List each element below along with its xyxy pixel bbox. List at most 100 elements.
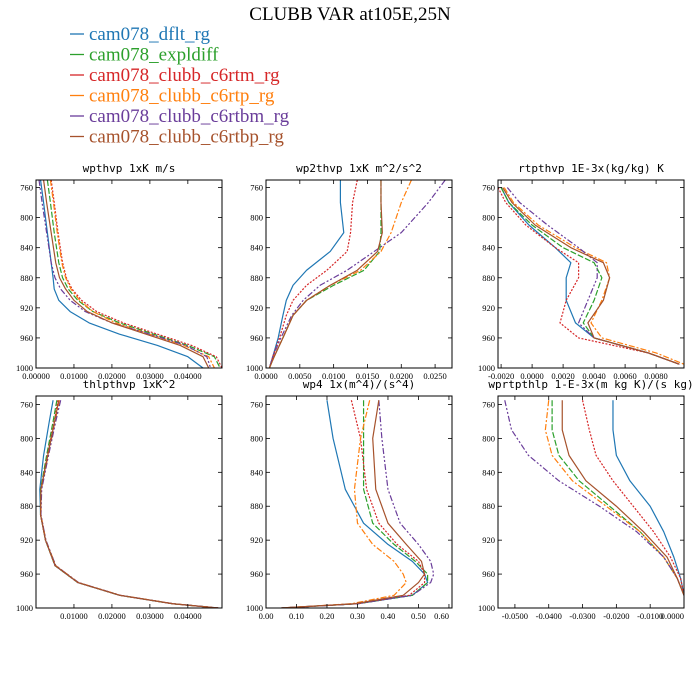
x-tick-label: -0.0020 bbox=[488, 371, 514, 381]
plot-frame bbox=[35, 395, 223, 609]
y-tick-label: 760 bbox=[250, 399, 263, 409]
series-line-4 bbox=[281, 400, 407, 608]
plot-frame bbox=[497, 179, 685, 369]
y-tick-label: 800 bbox=[20, 433, 33, 443]
y-tick-label: 800 bbox=[482, 213, 495, 223]
y-tick-label: 1000 bbox=[478, 603, 495, 613]
series-line-3 bbox=[281, 400, 426, 608]
x-tick-label: 0.0200 bbox=[390, 371, 413, 381]
y-tick-label: 1000 bbox=[246, 363, 263, 373]
x-tick-label: -0.0500 bbox=[502, 611, 528, 621]
panel-title: wprtpthlp 1-E-3x(m kg K)/(s kg) bbox=[488, 378, 693, 391]
x-tick-label: 0.0050 bbox=[288, 371, 311, 381]
x-tick-label: 0.0250 bbox=[423, 371, 446, 381]
y-tick-label: 960 bbox=[482, 333, 495, 343]
series-line-1 bbox=[612, 400, 684, 596]
y-tick-label: 960 bbox=[482, 569, 495, 579]
x-tick-label: 0.03000 bbox=[136, 611, 164, 621]
x-tick-label: 0.60 bbox=[434, 611, 449, 621]
x-tick-label: 0.02000 bbox=[98, 611, 126, 621]
x-tick-label: 0.40 bbox=[381, 611, 396, 621]
x-tick-label: 0.01000 bbox=[60, 611, 88, 621]
x-tick-label: 0.00000 bbox=[22, 371, 50, 381]
y-tick-label: 760 bbox=[482, 399, 495, 409]
panels: wpthvp 1xK m/s76080084088092096010000.00… bbox=[16, 162, 694, 621]
y-tick-label: 1000 bbox=[478, 363, 495, 373]
series-line-1 bbox=[39, 180, 204, 368]
panel-title: wpthvp 1xK m/s bbox=[83, 162, 176, 175]
x-tick-label: -0.0400 bbox=[536, 611, 562, 621]
y-tick-label: 840 bbox=[250, 467, 263, 477]
legend-entry: cam078_clubb_c6rtm_rg bbox=[89, 65, 280, 86]
series-line-6 bbox=[42, 180, 210, 368]
panel-3: rtpthvp 1E-3x(kg/kg) K 760 800 840 880 920 960… bbox=[478, 162, 685, 381]
x-tick-label: -0.0200 bbox=[603, 611, 629, 621]
panel-2: wp2thvp 1xK m^2/s^2 760 800 840 880 920 960 100… bbox=[246, 162, 453, 381]
panel-title: wp4 1x(m^4)/(s^4) bbox=[303, 378, 416, 391]
x-tick-label: 0.0100 bbox=[322, 371, 345, 381]
y-tick-label: 760 bbox=[20, 399, 33, 409]
y-tick-label: 800 bbox=[250, 433, 263, 443]
x-tick-label: 0.0020 bbox=[551, 371, 574, 381]
series-line-6 bbox=[39, 400, 219, 608]
x-tick-label: 0.0000 bbox=[520, 371, 543, 381]
series-line-1 bbox=[268, 180, 345, 368]
y-tick-label: 960 bbox=[250, 333, 263, 343]
y-tick-label: 880 bbox=[20, 273, 33, 283]
x-tick-label: 0.0040 bbox=[582, 371, 605, 381]
series-line-3 bbox=[498, 187, 680, 365]
series-line-5 bbox=[281, 400, 435, 608]
x-tick-label: -0.0100 bbox=[637, 611, 663, 621]
x-tick-label: 0.10 bbox=[289, 611, 304, 621]
series-line-4 bbox=[544, 400, 684, 596]
series-line-6 bbox=[268, 180, 383, 368]
y-tick-label: 800 bbox=[482, 433, 495, 443]
y-tick-label: 760 bbox=[250, 183, 263, 193]
y-tick-label: 840 bbox=[482, 243, 495, 253]
x-tick-label: 0.0060 bbox=[613, 371, 636, 381]
series-line-5 bbox=[268, 180, 446, 368]
panel-6: wprtpthlp 1-E-3x(m kg K)/(s kg) 760 800 840… bbox=[478, 378, 694, 621]
x-tick-label: 0.04000 bbox=[174, 371, 202, 381]
series-line-6 bbox=[502, 187, 680, 365]
y-tick-label: 840 bbox=[250, 243, 263, 253]
series-line-5 bbox=[38, 180, 212, 368]
panel-title: thlpthvp 1xK^2 bbox=[83, 378, 176, 391]
y-tick-label: 800 bbox=[250, 213, 263, 223]
y-tick-label: 960 bbox=[20, 333, 33, 343]
x-tick-label: 0.04000 bbox=[174, 611, 202, 621]
y-tick-label: 880 bbox=[482, 273, 495, 283]
x-tick-label: 0.30 bbox=[350, 611, 365, 621]
y-tick-label: 1000 bbox=[246, 603, 263, 613]
x-tick-label: 0.00 bbox=[259, 611, 274, 621]
y-tick-label: 760 bbox=[20, 183, 33, 193]
y-tick-label: 840 bbox=[482, 467, 495, 477]
y-tick-label: 760 bbox=[482, 183, 495, 193]
series-line-2 bbox=[46, 180, 221, 368]
series-line-3 bbox=[50, 180, 222, 368]
panel-5: wp4 1x(m^4)/(s^4)76080084088092096010000… bbox=[246, 378, 453, 621]
x-tick-label: 0.0080 bbox=[644, 371, 667, 381]
legend-entry: cam078_expldiff bbox=[89, 45, 219, 66]
y-tick-label: 920 bbox=[250, 303, 263, 313]
panel-title: rtpthvp 1E-3x(kg/kg) K bbox=[518, 162, 664, 175]
y-tick-label: 840 bbox=[20, 243, 33, 253]
x-tick-label: 0.0150 bbox=[356, 371, 379, 381]
plot-frame bbox=[265, 179, 453, 369]
y-tick-label: 920 bbox=[482, 535, 495, 545]
series-line-6 bbox=[281, 400, 426, 608]
y-tick-label: 1000 bbox=[16, 363, 33, 373]
panel-4: thlpthvp 1xK^2 760 800 840 880 920 960 1000 0.01… bbox=[16, 378, 223, 621]
panel-1: wpthvp 1xK m/s 760 800 840 880 920 960 10000.00… bbox=[16, 162, 223, 381]
y-tick-label: 880 bbox=[20, 501, 33, 511]
legend: cam078_dflt_rgcam078_expldiffcam078_club… bbox=[70, 24, 290, 148]
y-tick-label: 840 bbox=[20, 467, 33, 477]
x-tick-label: 0.0000 bbox=[661, 611, 684, 621]
plot-frame bbox=[35, 179, 223, 369]
plot-frame bbox=[497, 395, 685, 609]
legend-entry: cam078_clubb_c6rtp_rg bbox=[89, 86, 275, 107]
y-tick-label: 920 bbox=[250, 535, 263, 545]
x-tick-label: 0.02000 bbox=[98, 371, 126, 381]
x-tick-label: 0.50 bbox=[411, 611, 426, 621]
y-tick-label: 880 bbox=[250, 273, 263, 283]
